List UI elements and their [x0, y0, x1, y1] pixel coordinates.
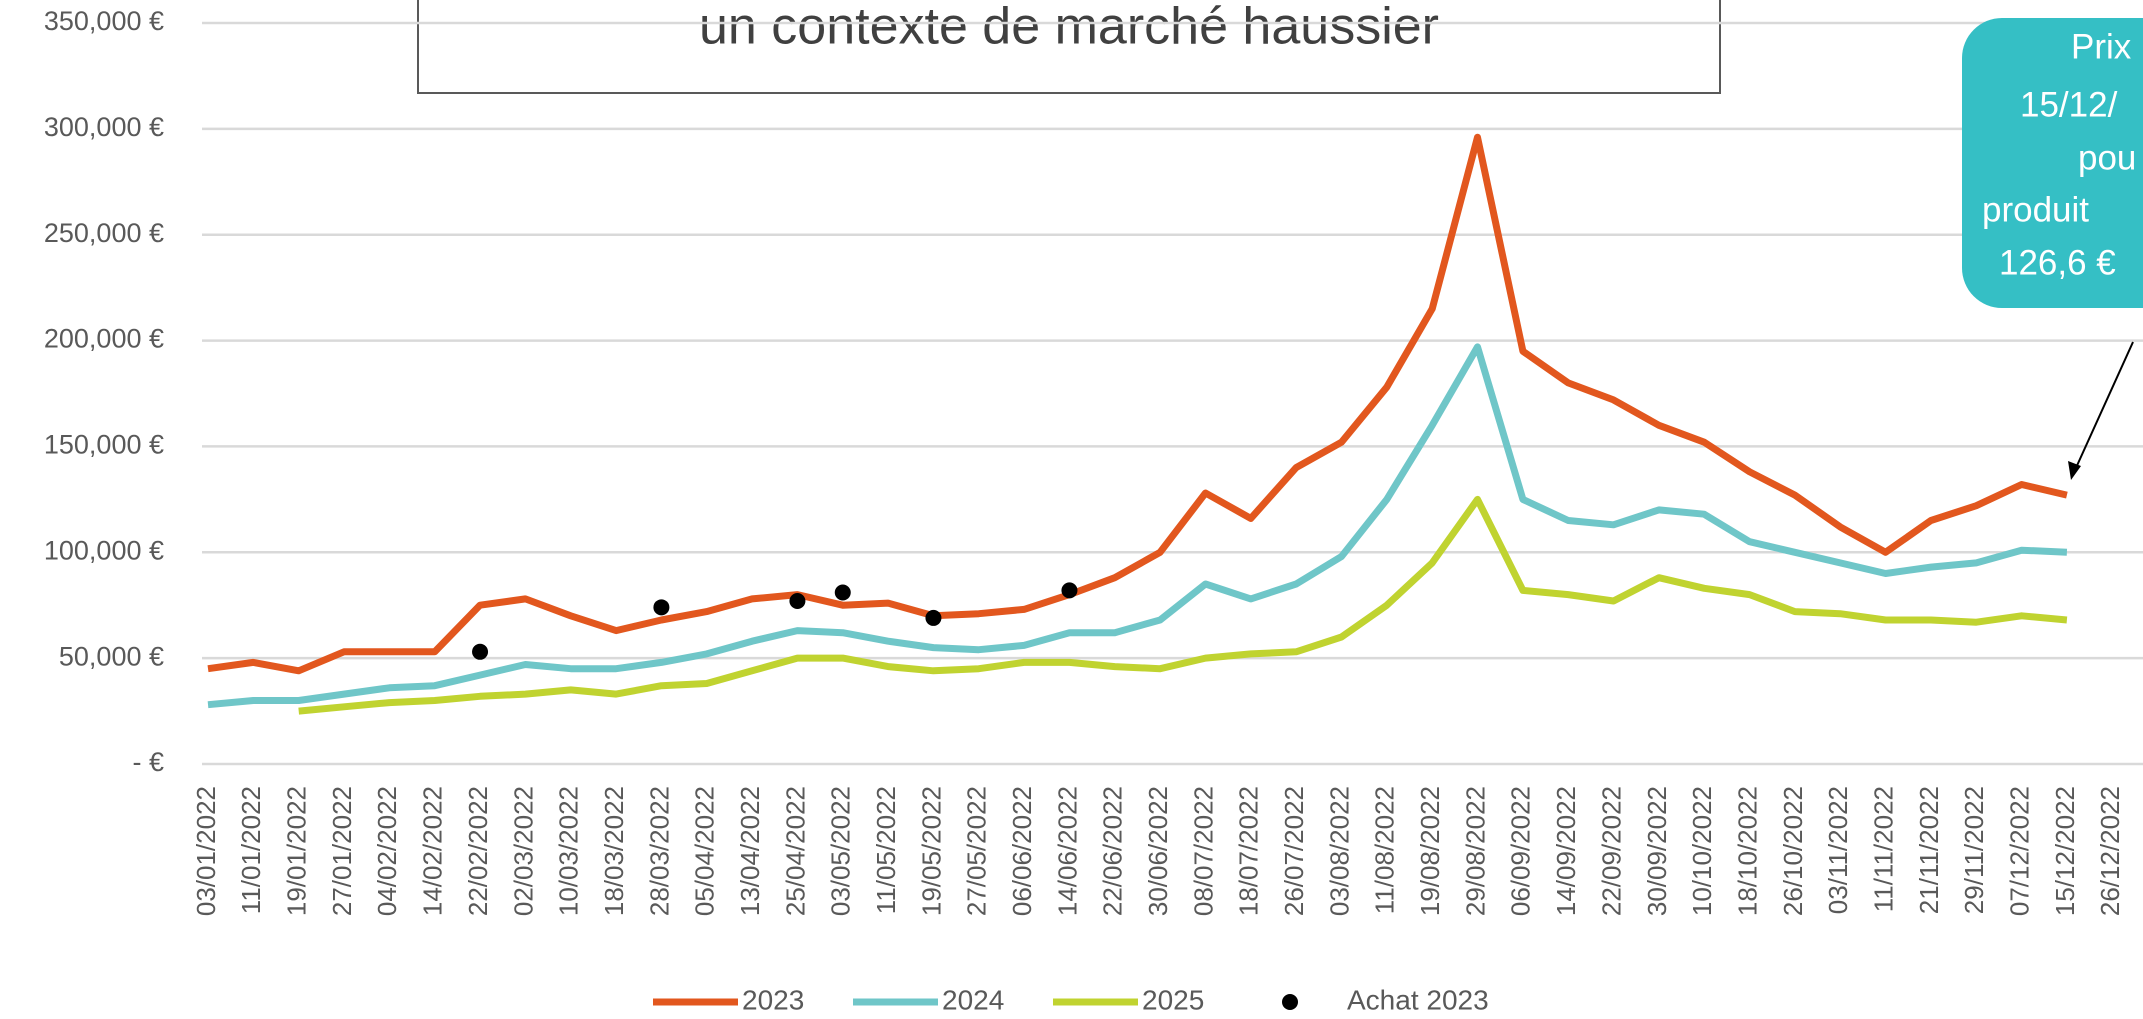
x-tick-label: 03/05/2022	[826, 786, 856, 916]
y-tick-label: 250,000 €	[44, 218, 164, 248]
annotation-arrow	[2074, 341, 2134, 471]
x-tick-label: 11/05/2022	[871, 786, 901, 914]
annotation-box	[1962, 18, 2143, 308]
x-tick-label: 22/09/2022	[1596, 786, 1626, 916]
x-tick-label: 27/01/2022	[327, 786, 357, 916]
x-tick-label: 06/09/2022	[1506, 786, 1536, 916]
x-tick-label: 18/03/2022	[599, 786, 629, 916]
purchase-dot	[653, 599, 670, 616]
x-tick-label: 11/11/2022	[1868, 786, 1898, 912]
purchase-dot	[925, 609, 942, 626]
x-tick-label: 19/01/2022	[282, 786, 312, 916]
x-tick-label: 14/09/2022	[1551, 786, 1581, 916]
legend-marker	[1282, 994, 1298, 1010]
series-line	[298, 495, 2068, 715]
annotation-arrowhead	[2068, 461, 2081, 480]
y-tick-label: 350,000 €	[44, 6, 164, 36]
x-tick-label: 22/06/2022	[1098, 786, 1128, 916]
x-tick-label: 29/08/2022	[1460, 786, 1490, 916]
x-tick-label: 26/10/2022	[1778, 786, 1808, 916]
x-tick-label: 25/04/2022	[780, 786, 810, 916]
annotation-text: Prix	[2071, 27, 2132, 66]
x-tick-label: 03/08/2022	[1324, 786, 1354, 916]
annotation-text: 126,6 €	[1999, 243, 2116, 282]
annotation-text: pou	[2078, 138, 2136, 177]
title-box	[417, 0, 1721, 94]
x-tick-label: 15/12/2022	[2050, 786, 2080, 916]
legend-label: Achat 2023	[1347, 984, 1489, 1015]
y-tick-label: 50,000 €	[59, 641, 164, 671]
annotation-text: produit	[1982, 190, 2089, 229]
purchase-dot	[1061, 582, 1078, 599]
y-tick-label: 100,000 €	[44, 535, 164, 565]
x-tick-label: 13/04/2022	[735, 786, 765, 916]
y-tick-label: - €	[132, 747, 164, 777]
x-tick-label: 03/11/2022	[1823, 786, 1853, 914]
x-tick-label: 06/06/2022	[1007, 786, 1037, 916]
x-tick-label: 18/07/2022	[1234, 786, 1264, 916]
legend-label: 2023	[742, 984, 804, 1015]
x-tick-label: 30/09/2022	[1642, 786, 1672, 916]
x-tick-label: 26/07/2022	[1279, 786, 1309, 916]
x-tick-label: 02/03/2022	[508, 786, 538, 916]
x-tick-label: 19/08/2022	[1415, 786, 1445, 916]
purchase-dot	[472, 643, 489, 660]
x-tick-label: 14/02/2022	[418, 786, 448, 916]
x-tick-label: 21/11/2022	[1914, 786, 1944, 914]
series-line	[207, 133, 2068, 675]
series-line	[207, 343, 2068, 709]
x-tick-label: 22/02/2022	[463, 786, 493, 916]
x-tick-label: 05/04/2022	[690, 786, 720, 916]
x-tick-label: 03/01/2022	[191, 786, 221, 916]
x-tick-label: 27/05/2022	[962, 786, 992, 916]
x-tick-label: 18/10/2022	[1732, 786, 1762, 916]
x-tick-label: 26/12/2022	[2095, 786, 2125, 916]
y-tick-label: 300,000 €	[44, 112, 164, 142]
x-tick-label: 11/08/2022	[1370, 786, 1400, 914]
x-tick-label: 19/05/2022	[916, 786, 946, 916]
y-tick-label: 150,000 €	[44, 430, 164, 460]
x-tick-label: 10/03/2022	[554, 786, 584, 916]
annotation-text: 15/12/	[2020, 85, 2118, 124]
legend-label: 2024	[942, 984, 1004, 1015]
purchase-dot	[789, 592, 806, 609]
chart-title: un contexte de marché haussier	[699, 0, 1439, 56]
x-tick-label: 11/01/2022	[236, 786, 266, 914]
x-tick-label: 08/07/2022	[1188, 786, 1218, 916]
x-tick-label: 10/10/2022	[1687, 786, 1717, 916]
x-tick-label: 30/06/2022	[1143, 786, 1173, 916]
x-tick-label: 28/03/2022	[644, 786, 674, 916]
purchase-dot	[834, 584, 851, 601]
y-tick-label: 200,000 €	[44, 324, 164, 354]
x-tick-label: 14/06/2022	[1052, 786, 1082, 916]
x-tick-label: 04/02/2022	[372, 786, 402, 916]
grid	[202, 21, 2143, 766]
x-tick-label: 29/11/2022	[1959, 786, 1989, 914]
x-tick-label: 07/12/2022	[2004, 786, 2034, 916]
legend-label: 2025	[1142, 984, 1204, 1015]
